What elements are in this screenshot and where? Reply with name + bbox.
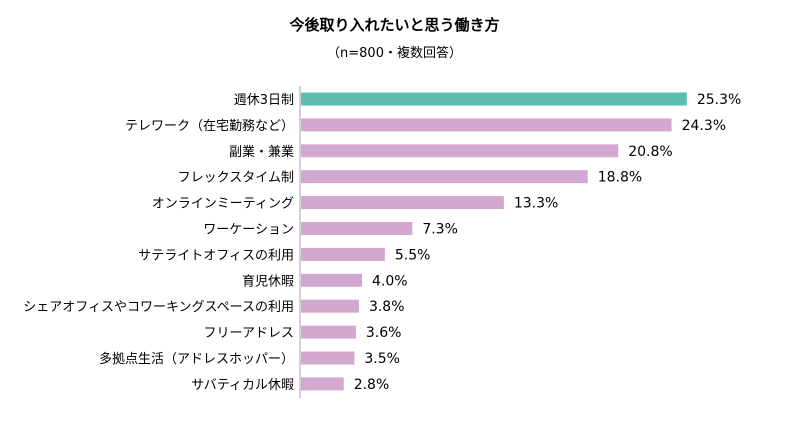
bar xyxy=(301,118,672,132)
category-label: オンラインミーティング xyxy=(152,197,294,212)
data-label: 2.8% xyxy=(354,377,390,393)
category-label: 多拠点生活（アドレスホッパー） xyxy=(99,351,294,367)
data-label: 5.5% xyxy=(395,247,431,263)
category-label: 副業・兼業 xyxy=(229,144,294,160)
bar xyxy=(301,222,413,235)
category-label: 週休3日制 xyxy=(234,93,294,108)
data-label: 4.0% xyxy=(372,273,408,289)
bar xyxy=(301,273,362,287)
chart-title: 今後取り入れたいと思う働き方 xyxy=(289,16,500,34)
bar xyxy=(301,170,588,184)
category-label: テレワーク（在宅勤務など） xyxy=(125,119,294,134)
bar xyxy=(301,299,359,313)
bar xyxy=(301,92,687,106)
bar xyxy=(301,144,619,158)
bar xyxy=(301,377,344,391)
data-label: 3.6% xyxy=(366,325,402,341)
category-label: 育児休暇 xyxy=(242,273,294,289)
category-label: フレックスタイム制 xyxy=(178,171,294,186)
data-label: 3.8% xyxy=(369,299,405,315)
bar xyxy=(301,247,385,261)
data-label: 20.8% xyxy=(628,144,672,160)
data-label: 3.5% xyxy=(364,351,400,367)
data-label: 24.3% xyxy=(682,118,726,134)
bar xyxy=(301,196,504,210)
category-label: フリーアドレス xyxy=(204,326,294,341)
bar xyxy=(301,351,355,365)
category-label: シェアオフィスやコワーキングスペースの利用 xyxy=(23,300,294,315)
data-label: 13.3% xyxy=(514,196,558,212)
bar xyxy=(301,325,356,339)
data-label: 7.3% xyxy=(422,222,458,238)
category-label: サテライトオフィスの利用 xyxy=(138,248,294,263)
category-label: ワーケーション xyxy=(203,223,294,238)
data-label: 18.8% xyxy=(598,170,642,186)
category-label: サバティカル休暇 xyxy=(191,378,294,393)
chart-subtitle: （n=800・複数回答） xyxy=(327,46,462,61)
data-label: 25.3% xyxy=(697,92,741,108)
